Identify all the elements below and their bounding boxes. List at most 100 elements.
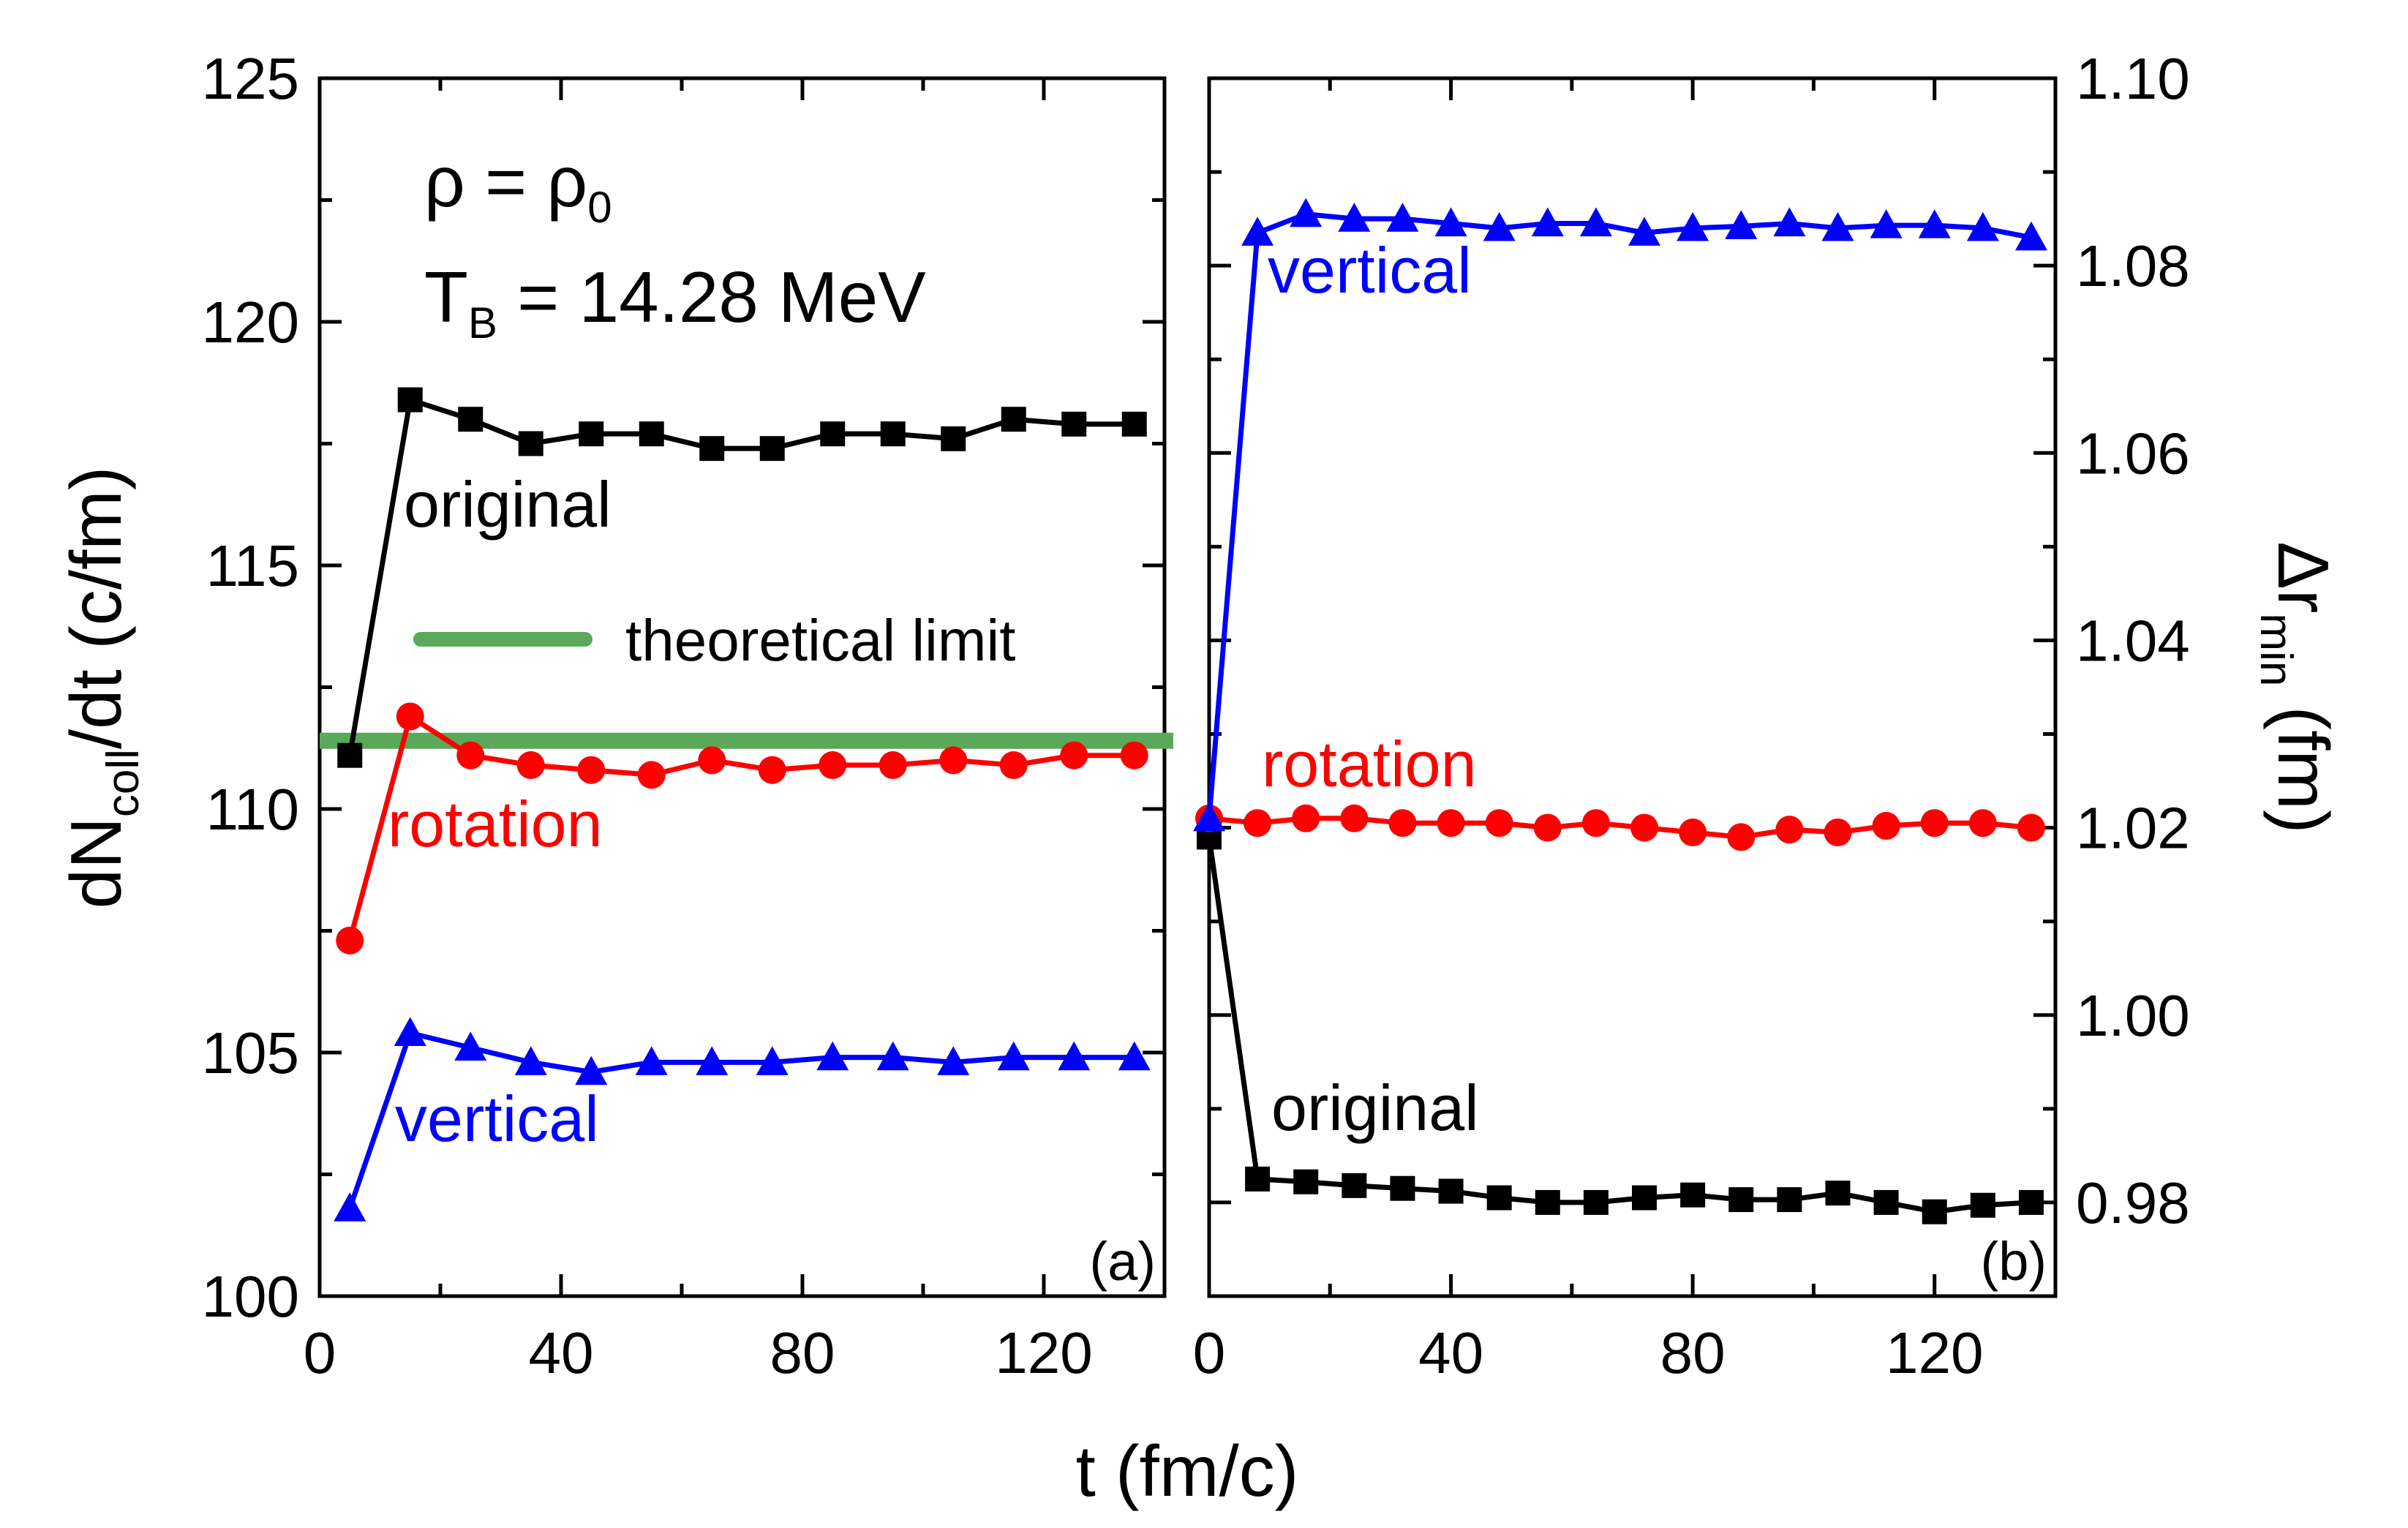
data-point-square: [759, 436, 785, 462]
data-point-triangle: [1966, 211, 1999, 241]
data-point-square: [1922, 1199, 1947, 1224]
data-point-triangle: [514, 1046, 547, 1075]
series-original: [337, 387, 1147, 768]
data-point-circle: [396, 702, 424, 731]
data-point-circle: [1388, 809, 1417, 838]
data-point-circle: [1340, 804, 1369, 832]
data-point-triangle: [635, 1046, 668, 1075]
data-point-circle: [1060, 741, 1088, 769]
data-point-square: [1486, 1185, 1512, 1211]
data-point-square: [1061, 411, 1087, 437]
x-axis-title: t (fm/c): [1076, 1431, 1299, 1511]
y-tick-label: 1.08: [2076, 233, 2190, 298]
data-point-square: [880, 421, 906, 447]
data-point-circle: [1581, 809, 1610, 838]
data-point-square: [820, 421, 846, 447]
data-point-triangle: [1434, 207, 1467, 237]
data-point-circle: [1679, 818, 1707, 847]
data-point-square: [337, 742, 363, 768]
data-point-square: [1680, 1182, 1706, 1208]
y-tick-label: 110: [206, 777, 299, 842]
data-point-circle: [637, 761, 666, 789]
series-rotation: [1195, 804, 2045, 851]
data-point-triangle: [997, 1041, 1030, 1071]
data-point-triangle: [1193, 802, 1225, 832]
data-point-square: [639, 421, 664, 447]
data-point-square: [397, 387, 423, 413]
data-point-circle: [1533, 813, 1562, 842]
data-point-circle: [1872, 812, 1900, 840]
data-point-triangle: [1628, 217, 1661, 246]
x-tick-label: 0: [1193, 1320, 1226, 1385]
y-tick-label: 100: [202, 1264, 299, 1329]
data-point-triangle: [1773, 207, 1806, 237]
y-axis-title-left: dNcoll/dt (c/fm): [56, 467, 148, 909]
data-point-circle: [1727, 823, 1756, 851]
data-point-square: [1390, 1175, 1415, 1201]
data-point-circle: [336, 926, 364, 955]
data-point-square: [1777, 1187, 1802, 1213]
series-label-original: original: [1271, 1072, 1479, 1144]
series-label-rotation: rotation: [1262, 728, 1477, 800]
data-point-square: [1245, 1166, 1271, 1192]
data-point-circle: [577, 756, 606, 784]
y-tick-label: 105: [202, 1020, 299, 1085]
data-point-circle: [1292, 804, 1320, 832]
series-line-original: [347, 397, 1137, 759]
data-point-triangle: [937, 1046, 970, 1075]
data-point-square: [1970, 1192, 1995, 1218]
data-point-circle: [1630, 813, 1659, 842]
data-point-square: [1293, 1169, 1319, 1194]
data-point-triangle: [1386, 203, 1419, 232]
x-tick-label: 120: [1886, 1320, 1983, 1385]
y-tick-label: 0.98: [2076, 1170, 2190, 1235]
y-tick-label: 115: [206, 533, 299, 598]
data-point-square: [1583, 1189, 1609, 1215]
y-tick-label: 1.02: [2076, 796, 2190, 861]
data-point-triangle: [1241, 217, 1274, 246]
y-tick-label: 1.06: [2076, 421, 2190, 486]
data-point-circle: [1437, 809, 1465, 838]
y-tick-label: 1.00: [2076, 983, 2190, 1048]
panel-a: 0 40 80 120 100 105 110 115 120 125 (a) theoretical…: [202, 46, 1173, 1385]
data-point-circle: [758, 756, 786, 784]
data-point-triangle: [1677, 211, 1709, 241]
series-label-original: original: [404, 468, 612, 541]
data-point-triangle: [1290, 197, 1322, 227]
data-point-triangle: [1870, 209, 1903, 238]
data-point-triangle: [575, 1055, 608, 1085]
series-label-vertical: vertical: [1268, 234, 1472, 306]
data-point-circle: [1243, 809, 1272, 838]
data-point-circle: [516, 751, 545, 780]
data-point-circle: [1920, 809, 1949, 838]
data-point-square: [579, 421, 604, 447]
data-point-square: [458, 407, 484, 432]
data-point-triangle: [1483, 211, 1516, 241]
annotation-density: ρ = ρ0: [424, 141, 612, 232]
data-point-circle: [878, 751, 907, 780]
y-tick-label: 1.10: [2076, 46, 2190, 111]
data-point-square: [941, 426, 966, 451]
data-point-circle: [1968, 809, 1997, 838]
plot-frame: [1207, 76, 2058, 1298]
y-tick-label: 125: [202, 46, 299, 111]
x-tick-label: 120: [995, 1320, 1092, 1385]
x-tick-label: 0: [304, 1320, 336, 1385]
x-tick-label: 40: [529, 1320, 594, 1385]
data-point-circle: [698, 746, 726, 775]
series-vertical: [334, 1017, 1151, 1222]
data-point-square: [1873, 1189, 1899, 1215]
y-tick-label: 1.04: [2076, 608, 2190, 673]
data-point-triangle: [394, 1017, 426, 1046]
data-point-triangle: [1118, 1041, 1151, 1071]
y-tick-label: 120: [202, 290, 299, 355]
data-point-triangle: [756, 1046, 789, 1075]
series-rotation: [336, 702, 1148, 955]
data-point-circle: [1775, 816, 1804, 844]
data-point-circle: [2017, 813, 2045, 842]
axis-labels: t (fm/c) dNcoll/dt (c/fm) Δrmin (fm): [56, 467, 2344, 1511]
data-point-circle: [1120, 741, 1148, 769]
data-point-square: [699, 436, 725, 462]
series-label-rotation: rotation: [388, 788, 603, 860]
